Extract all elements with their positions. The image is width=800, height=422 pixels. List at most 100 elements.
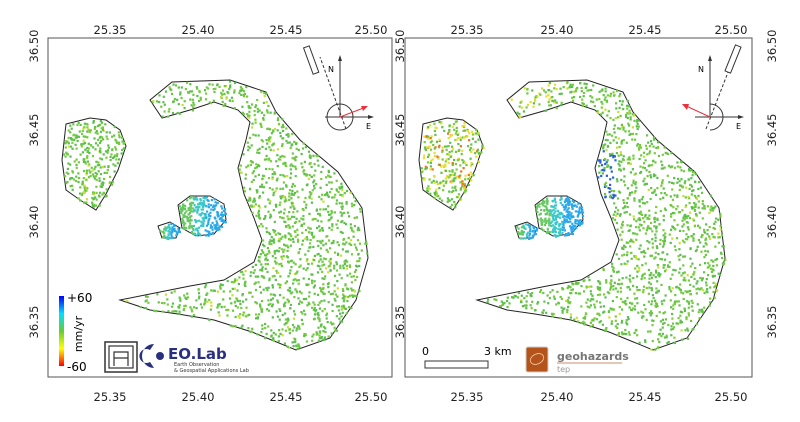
ps-point — [276, 165, 279, 168]
ps-point — [209, 308, 212, 311]
ps-point — [668, 261, 671, 264]
ps-point — [566, 299, 569, 302]
ps-point — [654, 304, 657, 307]
ps-point — [94, 148, 97, 151]
ps-point — [293, 310, 296, 313]
ps-point — [560, 306, 563, 309]
ps-point — [438, 121, 441, 124]
ps-point — [283, 342, 286, 345]
ps-point — [612, 213, 615, 216]
ps-point — [179, 93, 182, 96]
ps-point — [667, 323, 670, 327]
ps-point — [658, 223, 661, 226]
ps-point — [304, 253, 307, 256]
ps-point — [615, 206, 618, 209]
ps-point — [199, 199, 202, 202]
ps-point — [657, 266, 660, 269]
ps-point — [325, 248, 328, 251]
ps-point — [670, 165, 674, 168]
ps-point — [548, 297, 551, 300]
ps-point — [459, 188, 462, 191]
ps-point — [92, 191, 96, 194]
ps-point — [646, 175, 649, 178]
ps-point — [599, 282, 602, 285]
ps-point — [118, 158, 121, 161]
ps-point — [230, 324, 233, 327]
ps-point — [615, 222, 618, 225]
ps-point — [358, 242, 362, 245]
ps-point — [448, 151, 451, 154]
ps-point — [691, 207, 694, 210]
ps-point — [170, 233, 173, 236]
ps-point — [71, 138, 74, 141]
ps-point — [687, 228, 690, 231]
ps-point — [632, 241, 635, 244]
ps-point — [112, 163, 115, 166]
ps-point — [195, 307, 198, 310]
ps-point — [470, 150, 473, 154]
ps-point — [549, 104, 552, 107]
ps-point — [349, 226, 352, 229]
ps-point — [703, 204, 706, 207]
ps-point — [651, 294, 654, 297]
ps-point — [533, 98, 537, 101]
ps-point — [358, 259, 361, 263]
ps-point — [640, 213, 644, 216]
ps-point — [598, 281, 601, 284]
ps-point — [611, 134, 614, 137]
ps-point — [459, 197, 462, 200]
ps-point — [211, 221, 214, 224]
ps-point — [282, 303, 286, 306]
ps-point — [599, 305, 602, 308]
ps-point — [81, 129, 84, 133]
ps-point — [288, 328, 291, 331]
ps-point — [196, 198, 199, 201]
ps-point — [677, 255, 680, 258]
ps-point — [315, 182, 318, 186]
ps-point — [639, 244, 642, 247]
ps-point — [326, 191, 329, 194]
ps-point — [540, 227, 543, 230]
ps-point — [196, 232, 200, 236]
ps-point — [268, 167, 271, 171]
ps-point — [282, 129, 285, 132]
ps-point — [622, 139, 625, 142]
ps-point — [518, 105, 521, 108]
ps-point — [539, 289, 543, 292]
ps-point — [312, 181, 315, 184]
ps-point — [322, 338, 325, 341]
ps-point — [654, 348, 657, 351]
ps-point — [67, 145, 71, 148]
ps-point — [205, 205, 208, 208]
ps-point — [661, 326, 664, 329]
ps-point — [629, 225, 632, 228]
ps-point — [269, 215, 273, 218]
ps-point — [627, 162, 630, 165]
ps-point — [424, 165, 427, 168]
ps-point — [192, 224, 195, 227]
ps-point — [602, 144, 605, 147]
ps-point — [231, 325, 234, 328]
ps-point — [79, 199, 82, 202]
ps-point — [563, 307, 566, 310]
ps-point — [253, 110, 256, 113]
ps-point — [713, 222, 716, 225]
ps-point — [279, 187, 282, 190]
ps-point — [683, 276, 686, 279]
ps-point — [86, 156, 89, 159]
ps-point — [284, 236, 287, 239]
ps-point — [78, 130, 81, 133]
ps-point — [542, 291, 545, 295]
ps-point — [92, 146, 95, 149]
ps-point — [706, 229, 709, 232]
ps-point — [720, 252, 723, 255]
ps-point — [285, 255, 289, 258]
ps-point — [529, 227, 532, 230]
ps-point — [632, 215, 635, 218]
ps-point — [214, 204, 218, 207]
ps-point — [288, 141, 291, 144]
ps-point — [522, 226, 526, 229]
ps-point — [547, 84, 550, 87]
ps-point — [442, 184, 445, 187]
ps-point — [427, 185, 430, 188]
